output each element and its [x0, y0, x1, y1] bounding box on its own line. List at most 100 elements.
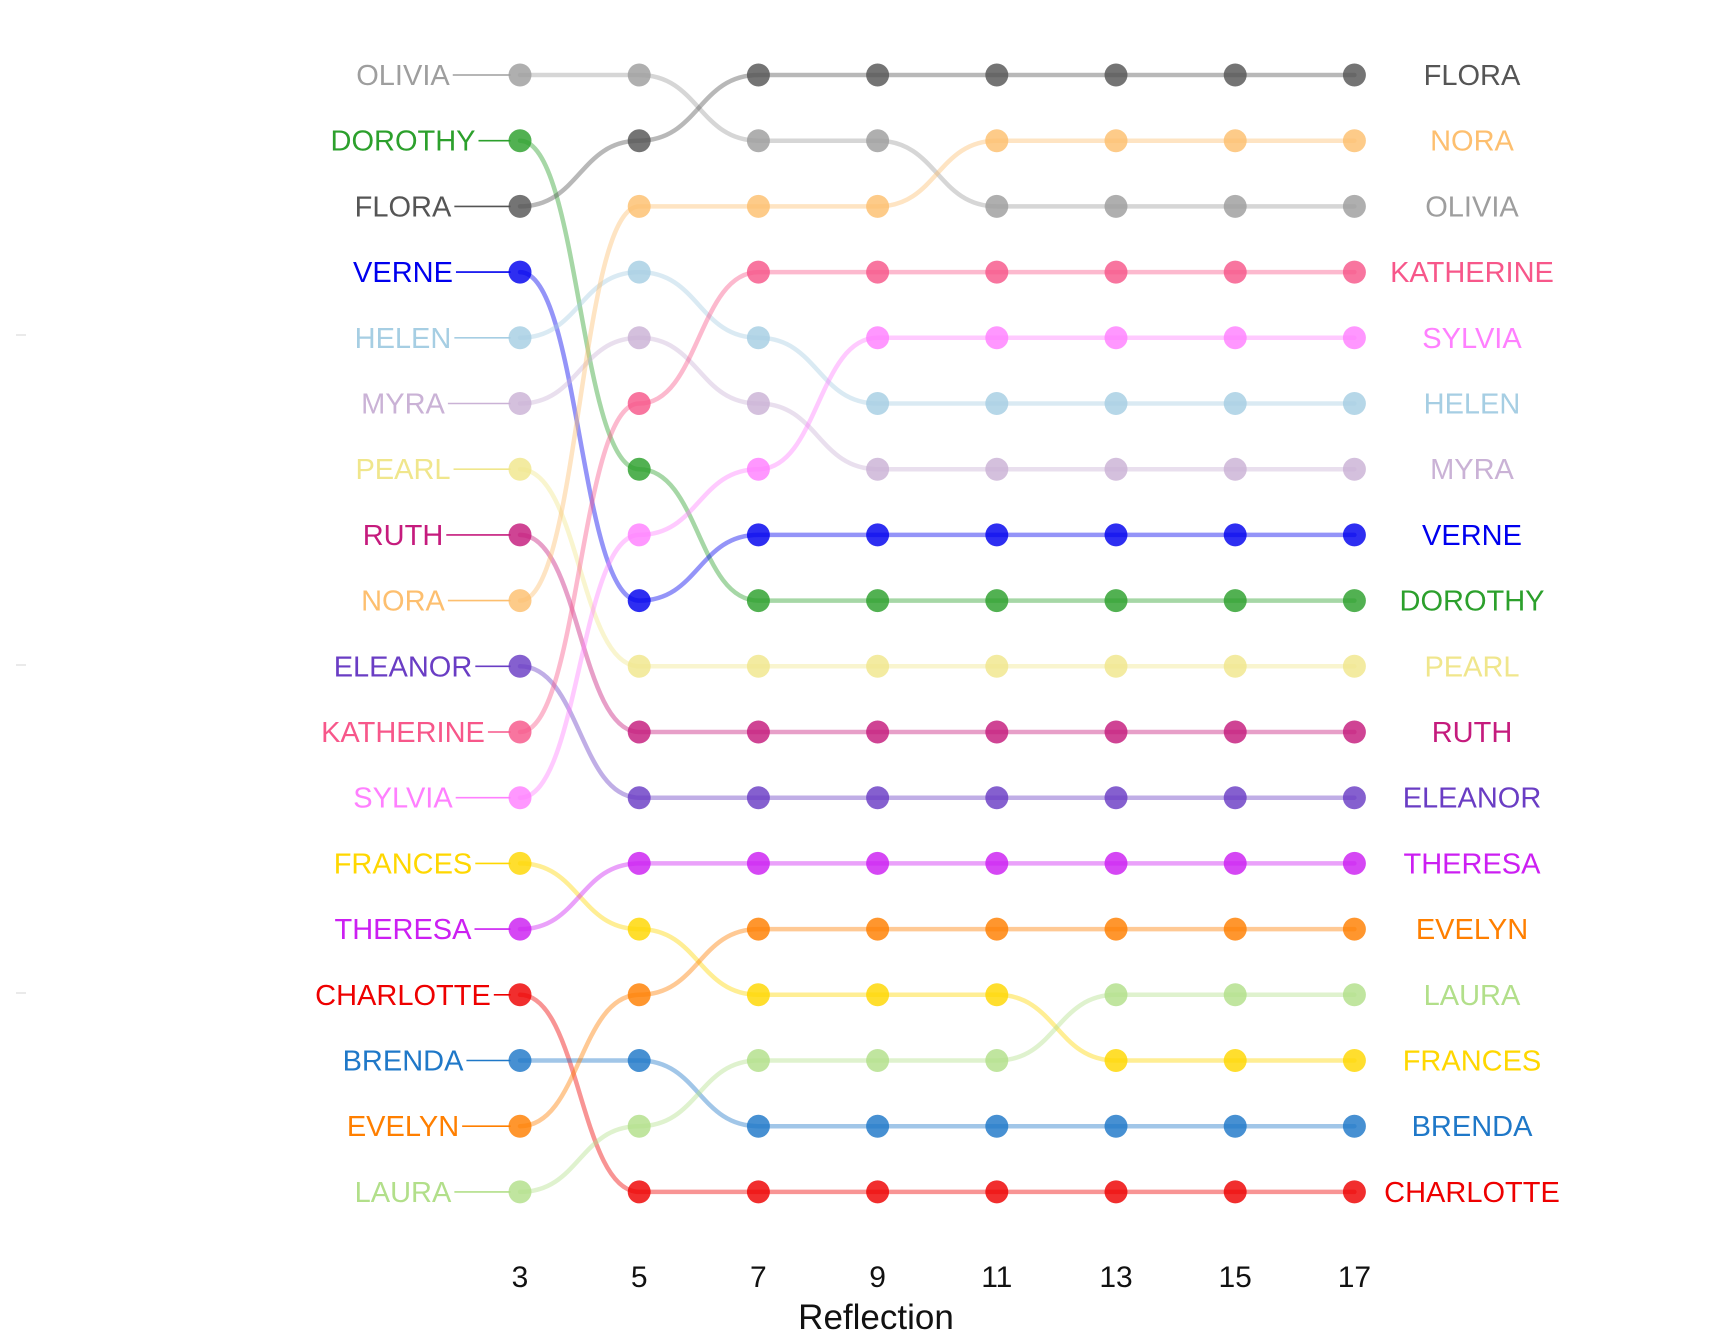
point-sylvia-17	[1342, 326, 1366, 350]
point-myra-3	[508, 392, 532, 415]
point-verne-9	[866, 523, 890, 547]
left-label-helen: HELEN	[355, 323, 452, 355]
series-line-frances	[517, 861, 1357, 1063]
point-eleanor-15	[1223, 786, 1247, 810]
point-olivia-7	[746, 129, 770, 153]
point-olivia-13	[1104, 194, 1128, 218]
point-brenda-13	[1104, 1114, 1128, 1138]
point-verne-13	[1104, 523, 1128, 547]
left-label-laura: LAURA	[355, 1177, 452, 1209]
point-pearl-11	[985, 654, 1009, 678]
point-nora-7	[746, 194, 770, 218]
series-line-ruth	[517, 532, 1357, 735]
point-dorothy-3	[508, 129, 532, 153]
point-theresa-17	[1342, 851, 1366, 875]
point-pearl-13	[1104, 654, 1128, 678]
x-tick-label-5: 5	[631, 1261, 648, 1294]
point-brenda-5	[627, 1049, 651, 1072]
point-myra-7	[746, 392, 770, 415]
x-axis-tick-labels: 3 5 7 9 11 13 15 17	[512, 1261, 1371, 1294]
point-verne-11	[985, 523, 1009, 547]
point-brenda-7	[746, 1114, 770, 1138]
label-leader-lines	[446, 74, 511, 1193]
right-label-dorothy: DOROTHY	[1400, 586, 1545, 618]
point-verne-3	[508, 260, 532, 284]
point-helen-13	[1104, 392, 1128, 415]
point-eleanor-13	[1104, 786, 1128, 810]
point-frances-7	[746, 983, 770, 1007]
left-label-charlotte: CHARLOTTE	[315, 980, 491, 1012]
point-eleanor-7	[746, 786, 770, 810]
x-tick-label-17: 17	[1338, 1261, 1371, 1294]
point-ruth-9	[866, 720, 890, 744]
series-line-pearl	[517, 466, 1357, 669]
series-line-charlotte	[517, 992, 1357, 1195]
point-eleanor-5	[627, 786, 651, 810]
point-olivia-11	[985, 194, 1009, 218]
point-frances-15	[1223, 1049, 1247, 1072]
series-line-laura	[517, 992, 1357, 1195]
point-myra-9	[866, 457, 890, 481]
point-evelyn-13	[1104, 917, 1128, 941]
point-ruth-11	[985, 720, 1009, 744]
point-charlotte-9	[866, 1180, 890, 1204]
x-tick-label-7: 7	[750, 1261, 767, 1294]
point-helen-7	[746, 326, 770, 350]
point-sylvia-13	[1104, 326, 1128, 350]
point-katherine-9	[866, 260, 890, 284]
point-brenda-9	[866, 1114, 890, 1138]
point-pearl-3	[508, 457, 532, 481]
point-laura-13	[1104, 983, 1128, 1007]
left-label-evelyn: EVELYN	[347, 1111, 459, 1143]
point-helen-17	[1342, 392, 1366, 415]
point-sylvia-3	[508, 786, 532, 810]
point-katherine-5	[627, 392, 651, 415]
point-helen-9	[866, 392, 890, 415]
point-charlotte-17	[1342, 1180, 1366, 1204]
point-frances-5	[627, 917, 651, 941]
right-label-laura: LAURA	[1424, 980, 1521, 1012]
point-myra-13	[1104, 457, 1128, 481]
point-olivia-5	[627, 63, 651, 87]
point-frances-9	[866, 983, 890, 1007]
x-tick-label-11: 11	[981, 1261, 1012, 1294]
point-katherine-3	[508, 720, 532, 744]
point-ruth-13	[1104, 720, 1128, 744]
point-evelyn-7	[746, 917, 770, 941]
left-label-verne: VERNE	[353, 257, 453, 289]
point-charlotte-7	[746, 1180, 770, 1204]
point-dorothy-15	[1223, 589, 1247, 613]
series-line-brenda	[517, 1058, 1357, 1129]
point-evelyn-9	[866, 917, 890, 941]
point-theresa-11	[985, 851, 1009, 875]
point-evelyn-5	[627, 983, 651, 1007]
point-nora-13	[1104, 129, 1128, 153]
point-flora-11	[985, 63, 1009, 87]
point-eleanor-3	[508, 654, 532, 678]
right-label-katherine: KATHERINE	[1390, 257, 1554, 289]
right-label-theresa: THERESA	[1404, 848, 1542, 880]
point-frances-11	[985, 983, 1009, 1007]
point-ruth-17	[1342, 720, 1366, 744]
right-label-olivia: OLIVIA	[1425, 191, 1519, 223]
point-helen-5	[627, 260, 651, 284]
point-olivia-3	[508, 63, 532, 87]
point-frances-13	[1104, 1049, 1128, 1072]
right-label-sylvia: SYLVIA	[1422, 323, 1522, 355]
point-katherine-7	[746, 260, 770, 284]
point-laura-3	[508, 1180, 532, 1204]
point-myra-17	[1342, 457, 1366, 481]
point-pearl-9	[866, 654, 890, 678]
left-label-flora: FLORA	[355, 191, 452, 223]
left-label-brenda: BRENDA	[343, 1046, 465, 1078]
x-tick-label-13: 13	[1099, 1261, 1132, 1294]
left-label-frances: FRANCES	[334, 848, 473, 880]
series-line-nora	[517, 138, 1357, 603]
right-label-verne: VERNE	[1422, 520, 1522, 552]
point-myra-11	[985, 457, 1009, 481]
point-frances-3	[508, 851, 532, 875]
left-label-myra: MYRA	[361, 389, 445, 421]
point-charlotte-11	[985, 1180, 1009, 1204]
point-sylvia-7	[746, 457, 770, 481]
